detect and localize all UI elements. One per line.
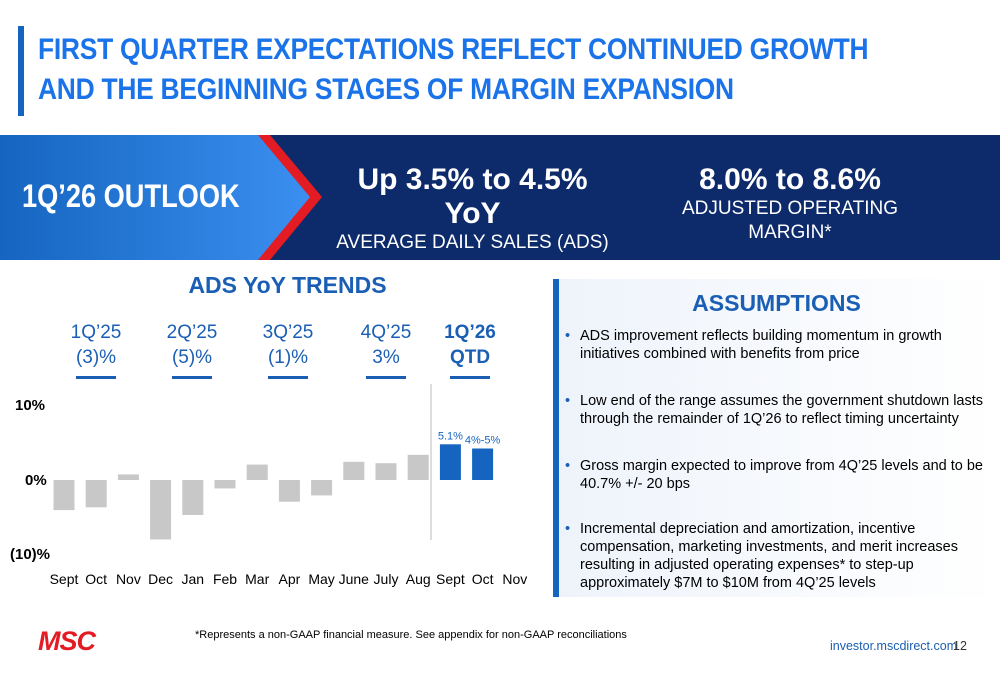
- data-label: 4%-5%: [465, 435, 501, 447]
- bar-apr-7: [278, 480, 300, 502]
- bar-july-10: [375, 463, 397, 480]
- bar-oct-13: [472, 448, 494, 480]
- bullet-icon: •: [565, 328, 571, 344]
- assumption-item: • Low end of the range assumes the gover…: [565, 393, 984, 427]
- bar-jan-4: [182, 480, 204, 515]
- assumptions-accent-bar: [553, 279, 559, 597]
- page-number: 12: [953, 639, 967, 653]
- ads-outlook-caption: AVERAGE DAILY SALES (ADS): [336, 232, 609, 253]
- bar-june-9: [343, 461, 365, 480]
- quarter-3q25: 3Q’25 (1)%: [248, 320, 328, 379]
- assumptions-title: ASSUMPTIONS: [692, 290, 861, 316]
- quarter-1q26: 1Q’26 QTD: [430, 320, 510, 379]
- quarter-4q25: 4Q’25 3%: [346, 320, 426, 379]
- x-tick-label: Jan: [182, 571, 205, 587]
- quarter-name: 3Q’25: [262, 322, 314, 343]
- bar-mar-6: [246, 464, 268, 480]
- x-tick-label: Dec: [148, 571, 173, 587]
- bar-feb-5: [214, 480, 236, 489]
- margin-outlook: 8.0% to 8.6% ADJUSTED OPERATING MARGIN*: [640, 163, 940, 245]
- quarter-name: 2Q’25: [166, 322, 218, 343]
- y-tick-label: 10%: [15, 397, 46, 414]
- bar-oct-1: [85, 480, 107, 508]
- ads-trend-chart: Sept Oct Nov Dec Jan Feb Mar Apr May June July Aug 5…: [50, 384, 527, 587]
- assumption-item: • Incremental depreciation and amortizat…: [565, 521, 958, 591]
- margin-outlook-caption: ADJUSTED OPERATING MARGIN*: [681, 198, 899, 243]
- y-tick-label: (10)%: [10, 546, 51, 563]
- x-tick-label: Aug: [406, 571, 431, 587]
- bullet-icon: •: [565, 458, 571, 474]
- msc-logo: MSC: [38, 626, 96, 656]
- assumption-item: • Gross margin expected to improve from …: [565, 458, 983, 492]
- x-tick-label: Nov: [502, 571, 527, 587]
- bar-sept-0: [53, 480, 75, 511]
- x-tick-label: June: [339, 571, 370, 587]
- quarter-name: 1Q’26: [444, 322, 496, 343]
- bullet-icon: •: [565, 521, 571, 537]
- assumptions-panel: [553, 279, 1000, 597]
- quarter-value: (1)%: [267, 347, 309, 368]
- x-tick-label: Apr: [279, 571, 301, 587]
- banner-arrow-graphic: [0, 135, 322, 260]
- x-tick-label: Feb: [213, 571, 237, 587]
- assumption-item: • ADS improvement reflects building mome…: [565, 328, 942, 362]
- x-tick-label: Mar: [245, 571, 269, 587]
- bar-may-8: [311, 480, 333, 496]
- footnote: *Represents a non-GAAP financial measure…: [195, 629, 627, 641]
- x-tick-label: July: [374, 571, 399, 587]
- chart-title: ADS YoY TRENDS: [188, 272, 387, 298]
- x-tick-label: May: [308, 571, 334, 587]
- x-tick-label: Nov: [116, 571, 141, 587]
- quarter-name: 1Q’25: [70, 322, 122, 343]
- x-tick-label: Oct: [85, 571, 107, 587]
- quarter-value: 3%: [372, 347, 400, 368]
- quarter-underline: [366, 376, 406, 379]
- quarter-underline: [172, 376, 212, 379]
- quarter-2q25: 2Q’25 (5)%: [152, 320, 232, 379]
- ads-outlook-value: Up 3.5% to 4.5% YoY: [357, 163, 588, 230]
- quarter-underline: [450, 376, 490, 379]
- quarter-value: (5)%: [171, 347, 213, 368]
- x-tick-label: Sept: [436, 571, 465, 587]
- bar-sept-12: [439, 444, 461, 480]
- quarter-1q25: 1Q’25 (3)%: [56, 320, 136, 379]
- investor-site-link[interactable]: investor.mscdirect.com: [830, 639, 958, 653]
- outlook-banner: [0, 135, 1000, 260]
- data-label: 5.1%: [438, 430, 463, 442]
- bar-aug-11: [407, 454, 429, 480]
- bar-nov-2: [117, 474, 139, 480]
- quarter-value: QTD: [449, 347, 491, 368]
- ads-outlook: Up 3.5% to 4.5% YoY AVERAGE DAILY SALES …: [330, 163, 615, 255]
- bullet-icon: •: [565, 393, 571, 409]
- outlook-label: 1Q’26 OUTLOOK: [22, 178, 240, 214]
- quarter-value: (3)%: [75, 347, 117, 368]
- page-title: FIRST QUARTER EXPECTATIONS REFLECT CONTI…: [38, 33, 869, 106]
- y-tick-label: 0%: [25, 472, 47, 489]
- bar-dec-3: [150, 480, 172, 540]
- x-tick-label: Oct: [472, 571, 494, 587]
- x-tick-label: Sept: [50, 571, 79, 587]
- title-accent-bar: [18, 26, 24, 116]
- margin-outlook-value: 8.0% to 8.6%: [699, 163, 881, 196]
- quarter-underline: [268, 376, 308, 379]
- quarter-name: 4Q’25: [360, 322, 412, 343]
- quarter-underline: [76, 376, 116, 379]
